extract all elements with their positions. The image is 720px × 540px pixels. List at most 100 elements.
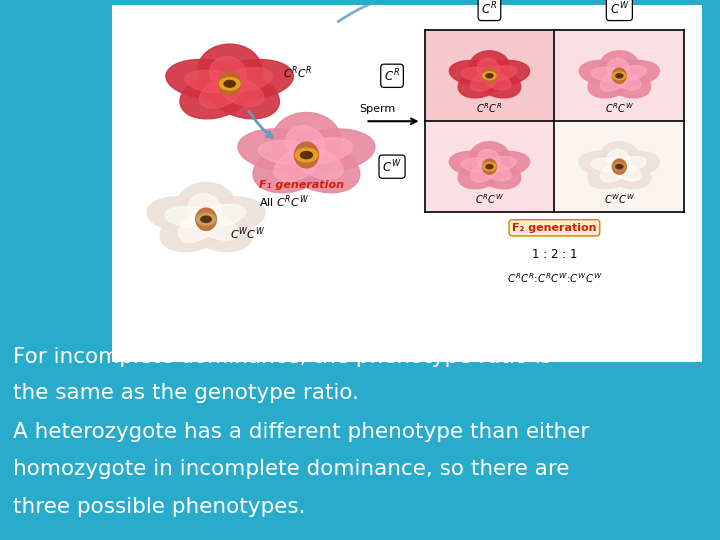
Text: For incomplete dominance, the phenotype ratio is: For incomplete dominance, the phenotype …	[13, 347, 552, 367]
Ellipse shape	[608, 151, 660, 177]
Ellipse shape	[458, 159, 503, 189]
Ellipse shape	[185, 70, 240, 93]
Ellipse shape	[210, 57, 246, 90]
Ellipse shape	[591, 68, 626, 82]
Ellipse shape	[599, 51, 639, 83]
Circle shape	[224, 80, 235, 87]
Ellipse shape	[165, 207, 216, 227]
Circle shape	[613, 72, 626, 80]
Ellipse shape	[478, 60, 530, 85]
Ellipse shape	[477, 150, 500, 171]
Ellipse shape	[219, 72, 240, 96]
Ellipse shape	[591, 158, 626, 172]
Text: $C^W$: $C^W$	[610, 1, 629, 17]
Ellipse shape	[449, 60, 501, 85]
Ellipse shape	[458, 69, 503, 98]
Ellipse shape	[199, 77, 242, 109]
Ellipse shape	[476, 159, 521, 189]
Ellipse shape	[469, 141, 510, 173]
Text: three possible phenotypes.: three possible phenotypes.	[13, 497, 305, 517]
Text: All $C^RC^W$: All $C^RC^W$	[259, 193, 309, 210]
Text: $C^RC^W$: $C^RC^W$	[475, 192, 504, 206]
Circle shape	[613, 163, 626, 171]
FancyArrowPatch shape	[338, 0, 484, 22]
Ellipse shape	[147, 197, 223, 233]
Ellipse shape	[212, 59, 294, 99]
Ellipse shape	[588, 159, 633, 189]
Text: the same as the genotype ratio.: the same as the genotype ratio.	[13, 383, 359, 403]
Ellipse shape	[208, 72, 279, 119]
Ellipse shape	[180, 72, 251, 119]
Ellipse shape	[462, 68, 496, 82]
Ellipse shape	[295, 138, 352, 164]
Ellipse shape	[196, 213, 238, 240]
Bar	[425, 121, 554, 212]
Ellipse shape	[166, 59, 248, 99]
Ellipse shape	[608, 60, 660, 85]
Ellipse shape	[606, 69, 651, 98]
Ellipse shape	[483, 157, 516, 172]
Circle shape	[201, 216, 211, 222]
Ellipse shape	[579, 151, 631, 177]
Text: $C^R$: $C^R$	[384, 68, 400, 84]
Circle shape	[616, 73, 623, 78]
Ellipse shape	[613, 157, 647, 172]
Circle shape	[483, 72, 496, 80]
Ellipse shape	[462, 158, 496, 172]
Ellipse shape	[253, 143, 330, 193]
Ellipse shape	[285, 126, 324, 162]
Ellipse shape	[469, 51, 510, 83]
Ellipse shape	[196, 208, 217, 231]
Ellipse shape	[613, 66, 647, 80]
Ellipse shape	[179, 213, 217, 242]
Text: A heterozygote has a different phenotype than either: A heterozygote has a different phenotype…	[13, 422, 590, 442]
FancyBboxPatch shape	[112, 5, 702, 362]
Ellipse shape	[476, 69, 521, 98]
Circle shape	[486, 73, 493, 78]
Ellipse shape	[160, 208, 226, 252]
Ellipse shape	[612, 159, 626, 174]
Bar	[425, 30, 554, 122]
Ellipse shape	[219, 68, 272, 92]
Text: $C^R$: $C^R$	[482, 1, 498, 17]
Ellipse shape	[482, 72, 511, 90]
Circle shape	[197, 213, 216, 225]
Ellipse shape	[478, 151, 530, 177]
Ellipse shape	[482, 163, 511, 181]
Text: $C^WC^W$: $C^WC^W$	[230, 225, 265, 242]
Ellipse shape	[579, 60, 631, 85]
Ellipse shape	[218, 77, 264, 106]
Ellipse shape	[588, 69, 633, 98]
Circle shape	[300, 152, 312, 159]
Circle shape	[220, 78, 240, 90]
Text: $C^WC^W$: $C^WC^W$	[604, 192, 635, 206]
Ellipse shape	[283, 143, 360, 193]
Text: $C^RC^R$:$C^RC^W$:$C^WC^W$: $C^RC^R$:$C^RC^W$:$C^WC^W$	[507, 271, 602, 285]
Ellipse shape	[612, 163, 641, 181]
Ellipse shape	[477, 58, 500, 80]
Ellipse shape	[258, 140, 318, 165]
Ellipse shape	[274, 148, 320, 181]
Ellipse shape	[482, 159, 497, 174]
Ellipse shape	[471, 163, 497, 182]
Ellipse shape	[612, 72, 641, 90]
Ellipse shape	[294, 142, 318, 168]
Ellipse shape	[272, 112, 341, 167]
Ellipse shape	[471, 72, 497, 91]
Ellipse shape	[449, 151, 501, 177]
Ellipse shape	[599, 141, 639, 173]
Ellipse shape	[612, 68, 626, 83]
Ellipse shape	[198, 44, 261, 94]
Circle shape	[483, 163, 496, 171]
Text: $C^RC^R$: $C^RC^R$	[283, 65, 312, 82]
Ellipse shape	[188, 194, 221, 225]
Ellipse shape	[607, 150, 630, 171]
Bar	[554, 121, 684, 212]
Text: $C^W$: $C^W$	[382, 158, 402, 175]
Ellipse shape	[600, 72, 627, 91]
Ellipse shape	[606, 159, 651, 189]
Text: $C^RC^W$: $C^RC^W$	[605, 101, 634, 115]
Ellipse shape	[600, 163, 627, 182]
Ellipse shape	[483, 66, 516, 80]
Ellipse shape	[238, 129, 326, 172]
